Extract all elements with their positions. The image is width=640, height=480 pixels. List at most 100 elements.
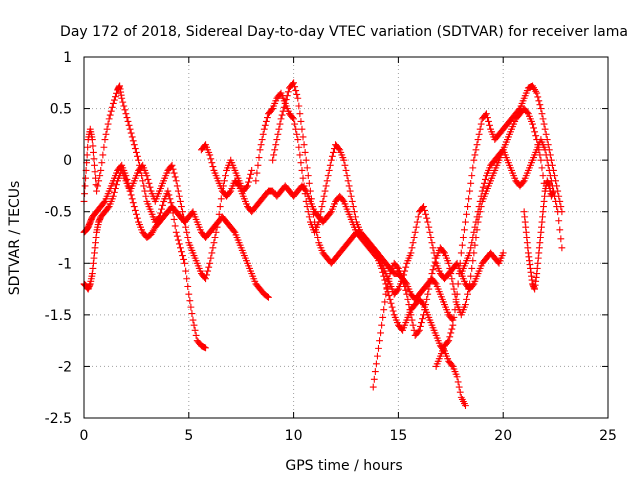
y-tick-label: -2.5 (45, 411, 72, 427)
data-point (207, 254, 215, 262)
data-point (96, 172, 104, 180)
y-tick-label: 0.5 (50, 102, 72, 118)
data-point (532, 132, 540, 140)
data-point (402, 286, 410, 294)
data-point (93, 187, 100, 195)
data-point (419, 315, 426, 323)
data-point (324, 172, 332, 180)
data-point (440, 248, 447, 256)
data-point (469, 257, 477, 265)
data-point (277, 115, 285, 123)
data-point (466, 280, 474, 288)
data-point (403, 290, 411, 298)
data-point (384, 280, 392, 288)
data-point (129, 137, 137, 145)
data-point (375, 344, 382, 352)
data-point (282, 96, 290, 103)
data-point (539, 115, 547, 123)
data-point (144, 176, 152, 183)
data-point (402, 263, 410, 271)
data-point (374, 352, 381, 360)
data-point (430, 262, 438, 270)
data-point (135, 156, 142, 164)
data-point (552, 198, 559, 205)
data-point (519, 178, 527, 186)
data-point (221, 177, 228, 185)
data-point (328, 152, 336, 160)
data-point (379, 314, 387, 321)
data-point (515, 106, 523, 114)
data-point (202, 275, 209, 283)
data-point (295, 102, 303, 110)
data-point (166, 195, 174, 203)
data-point (468, 265, 476, 272)
data-point (409, 321, 417, 329)
y-tick-label: -1.5 (45, 308, 72, 324)
data-point (321, 187, 329, 195)
data-point (293, 90, 301, 98)
data-point (121, 106, 129, 114)
data-point (463, 210, 470, 218)
data-point (88, 136, 96, 143)
data-point (306, 187, 314, 195)
series-arc-7 (369, 105, 549, 391)
data-point (389, 307, 397, 315)
data-point (180, 256, 187, 263)
data-point (448, 361, 456, 369)
data-point (399, 275, 406, 283)
data-point (295, 143, 303, 151)
x-tick-label: 5 (184, 428, 193, 444)
data-point (474, 136, 482, 143)
data-point (370, 375, 378, 383)
data-point (304, 208, 312, 216)
data-point (425, 285, 433, 293)
data-point (535, 97, 543, 105)
data-point (126, 125, 134, 133)
data-point (408, 244, 416, 252)
data-point (372, 360, 380, 368)
data-point (104, 120, 112, 128)
data-point (84, 143, 92, 151)
data-point (91, 161, 98, 169)
data-point (453, 290, 461, 298)
data-point (447, 329, 455, 337)
data-point (472, 218, 480, 226)
data-point (381, 298, 389, 306)
data-point (192, 332, 200, 339)
data-point (292, 87, 300, 94)
data-point (424, 290, 432, 298)
data-point (108, 103, 116, 111)
data-point (109, 192, 117, 200)
data-point (260, 125, 268, 133)
data-point (444, 338, 452, 346)
data-point (407, 249, 415, 257)
data-point (485, 118, 492, 125)
data-point (130, 141, 138, 149)
data-point (125, 183, 133, 191)
data-point (209, 163, 217, 170)
data-point (190, 321, 198, 329)
data-point (177, 198, 184, 205)
data-point (543, 136, 551, 143)
data-point (461, 226, 468, 234)
data-point (530, 124, 537, 132)
data-point (467, 179, 475, 187)
data-point (427, 234, 435, 241)
y-tick-label: -2 (58, 359, 72, 375)
data-point (459, 234, 467, 241)
x-tick-label: 10 (285, 428, 303, 444)
data-point (264, 114, 271, 121)
data-point (185, 290, 193, 298)
data-point (209, 244, 217, 252)
data-point (122, 172, 130, 180)
data-point (385, 275, 393, 283)
data-point (124, 118, 132, 125)
data-point (126, 187, 134, 195)
data-point (128, 195, 136, 203)
data-point (410, 234, 418, 241)
data-point (545, 167, 553, 174)
data-point (159, 201, 166, 209)
data-point (412, 223, 420, 231)
data-point (297, 159, 305, 167)
data-point (541, 125, 549, 133)
